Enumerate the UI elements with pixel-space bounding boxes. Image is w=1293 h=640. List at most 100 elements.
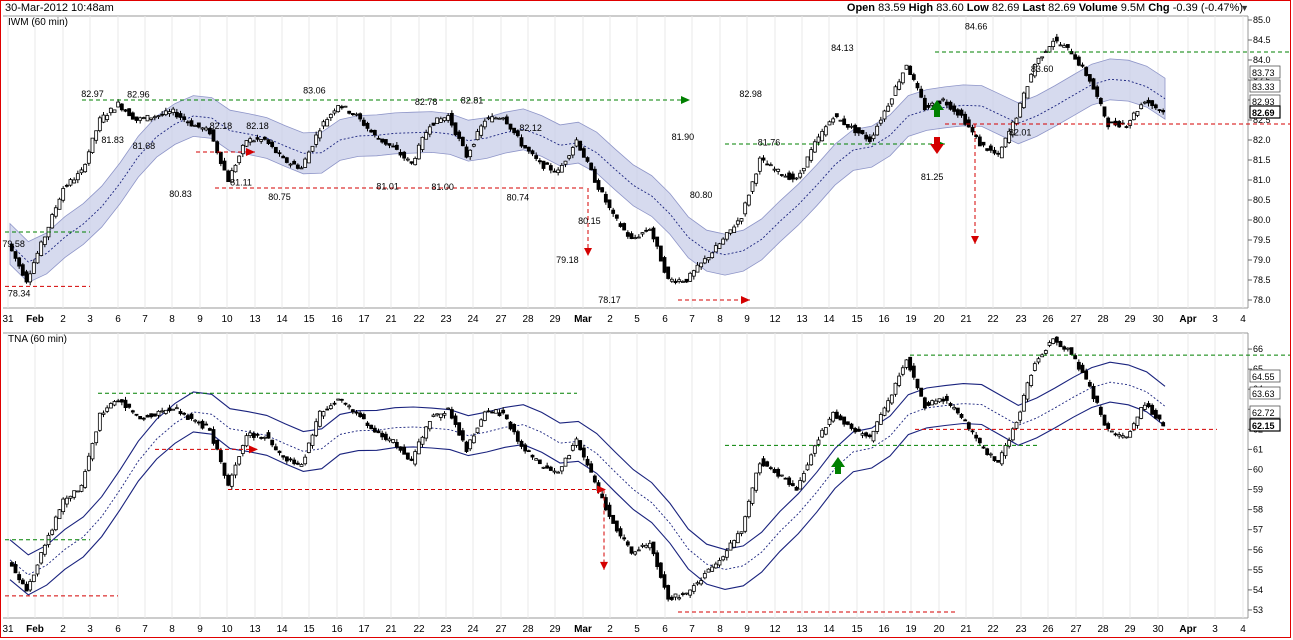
candle-body <box>941 98 946 101</box>
x-tick-label: 31 <box>2 624 14 635</box>
candle-body <box>123 399 128 409</box>
candle-body <box>266 432 271 439</box>
price-tag-label: 83.73 <box>1252 68 1275 78</box>
candle-body <box>207 128 212 135</box>
x-tick-label: 9 <box>744 314 750 325</box>
price-annotation: 82.97 <box>81 89 104 99</box>
candle-body <box>834 411 839 419</box>
candle-body <box>306 151 311 164</box>
candle-body <box>380 432 385 438</box>
candle-body <box>86 455 91 471</box>
candle-body <box>860 130 865 135</box>
candle-body <box>303 456 308 465</box>
y-tick-label: 58 <box>1253 505 1263 515</box>
candle-body <box>1080 364 1085 374</box>
candle-body <box>644 544 649 548</box>
candle-body <box>834 113 839 118</box>
y-tick-label: 65 <box>1253 364 1263 374</box>
candle-body <box>944 101 949 106</box>
candle-body <box>996 152 1001 155</box>
candle-body <box>438 413 443 418</box>
candle-body <box>336 398 341 401</box>
x-tick-label: Mar <box>574 314 592 325</box>
candle-body <box>728 542 733 551</box>
x-tick-label: 7 <box>142 624 148 635</box>
candle-body <box>1091 78 1096 90</box>
candle-body <box>713 245 718 253</box>
candle-body <box>856 428 861 432</box>
volume-label: Volume <box>1078 2 1118 14</box>
candle-body <box>339 398 344 401</box>
x-tick-label: 9 <box>197 624 203 635</box>
low-value: 82.69 <box>991 2 1020 14</box>
price-annotation: 82.18 <box>246 121 269 131</box>
candle-body <box>218 151 223 164</box>
candle-body <box>559 466 564 472</box>
candle-body <box>765 461 770 467</box>
candle-body <box>611 514 616 524</box>
candle-body <box>325 119 330 127</box>
candle-body <box>867 434 872 438</box>
candle-body <box>306 442 311 453</box>
candle-body <box>1032 363 1037 371</box>
candle-body <box>145 114 150 122</box>
candle-body <box>1135 111 1140 116</box>
candle-body <box>1043 350 1048 354</box>
candle-body <box>677 597 682 600</box>
candle-body <box>871 134 876 140</box>
candle-body <box>882 407 887 416</box>
candle-body <box>493 409 498 414</box>
candle-body <box>922 97 927 111</box>
candle-body <box>1124 126 1129 128</box>
candle-body <box>768 164 773 167</box>
candle-body <box>233 464 238 476</box>
candle-body <box>116 101 121 108</box>
candle-body <box>134 413 139 416</box>
candle-body <box>959 109 964 116</box>
candle-body <box>156 115 161 118</box>
price-annotation: 82.96 <box>127 90 150 100</box>
candle-body <box>556 471 561 474</box>
candle-body <box>801 473 806 482</box>
x-tick-label: 24 <box>467 624 479 635</box>
candle-body <box>963 113 968 125</box>
candle-body <box>119 103 124 111</box>
candle-body <box>409 161 414 164</box>
candle-body <box>171 108 176 113</box>
y-tick-label: 81.5 <box>1253 155 1271 165</box>
price-annotation: 80.75 <box>268 192 291 202</box>
candle-body <box>1084 67 1089 76</box>
candle-body <box>343 402 348 405</box>
candle-body <box>581 447 586 458</box>
candle-body <box>787 477 792 485</box>
candle-body <box>24 271 29 283</box>
candle-body <box>222 160 227 171</box>
candle-body <box>336 105 341 113</box>
y-tick-label: 61 <box>1253 444 1263 454</box>
candle-body <box>149 117 154 120</box>
y-tick-label: 84.0 <box>1253 55 1271 65</box>
x-tick-label: 10 <box>221 314 233 325</box>
candle-body <box>999 146 1004 159</box>
candle-body <box>1076 56 1081 66</box>
x-tick-label: 26 <box>1042 624 1054 635</box>
candle-body <box>669 278 674 282</box>
dropdown-arrow-icon[interactable]: ▼ <box>1240 3 1249 13</box>
candle-body <box>721 238 726 245</box>
candle-body <box>1018 411 1023 421</box>
candle-body <box>138 117 143 121</box>
x-tick-label: 3 <box>87 624 93 635</box>
candle-body <box>215 439 220 450</box>
candle-body <box>1062 346 1067 350</box>
candle-body <box>526 450 531 453</box>
candle-body <box>457 131 462 139</box>
candle-body <box>673 280 678 284</box>
candle-body <box>680 281 685 283</box>
candle-body <box>288 163 293 166</box>
candle-body <box>757 463 762 474</box>
candle-body <box>504 116 509 125</box>
chg-value: -0.39 (-0.47%) <box>1172 2 1243 14</box>
candle-body <box>816 439 821 445</box>
candle-body <box>200 420 205 429</box>
candle-body <box>930 400 935 406</box>
